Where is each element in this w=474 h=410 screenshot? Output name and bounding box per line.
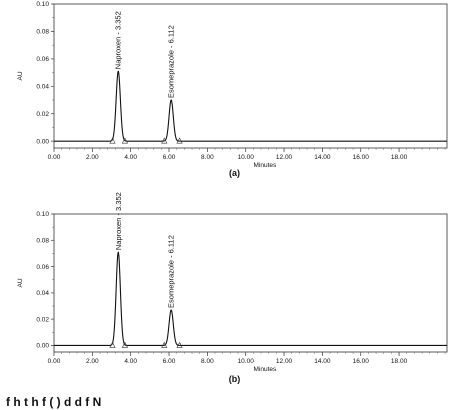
peak-label: Esomeprazole - 6.112 bbox=[167, 25, 176, 98]
chromatogram-panel-b: 0.00 0.02 0.04 0.06 0.08 0.10 0.00 2.00 4.00 6.00… bbox=[17, 192, 448, 384]
x-tick-label: 10.00 bbox=[238, 358, 255, 365]
y-tick-label: 0.06 bbox=[36, 56, 49, 63]
y-tick-label: 0.00 bbox=[36, 138, 49, 145]
y-axis-title: AU bbox=[17, 71, 24, 80]
integration-marker bbox=[176, 341, 183, 348]
chromatogram-trace bbox=[54, 70, 447, 142]
y-tick-label: 0.10 bbox=[36, 1, 49, 8]
y-tick-label: 0.04 bbox=[36, 290, 49, 297]
x-axis-title: Minutes bbox=[253, 162, 277, 169]
y-tick-label: 0.02 bbox=[36, 111, 49, 118]
x-tick-label: 6.00 bbox=[163, 358, 176, 365]
integration-marker bbox=[161, 341, 168, 348]
y-tick-label: 0.02 bbox=[36, 316, 49, 323]
plot-frame bbox=[53, 3, 448, 149]
x-tick-label: 10.00 bbox=[238, 154, 255, 161]
integration-marker bbox=[109, 137, 116, 144]
x-tick-label: 12.00 bbox=[276, 154, 293, 161]
x-tick-label: 0.00 bbox=[48, 154, 61, 161]
x-tick-label: 12.00 bbox=[276, 358, 293, 365]
y-tick-label: 0.08 bbox=[36, 29, 49, 36]
x-tick-label: 14.00 bbox=[314, 154, 331, 161]
peak-label: Esomeprazole - 6.112 bbox=[167, 235, 176, 308]
x-tick-label: 18.00 bbox=[391, 358, 408, 365]
x-tick-label: 0.00 bbox=[48, 358, 61, 365]
x-axis-title: Minutes bbox=[253, 366, 277, 373]
x-tick-label: 16.00 bbox=[353, 358, 370, 365]
x-tick-label: 16.00 bbox=[353, 154, 370, 161]
x-tick-label: 4.00 bbox=[124, 154, 137, 161]
chromatogram-panel-a: 0.00 0.02 0.04 0.06 0.08 0.10 0.00 2.00 4.00 6.00… bbox=[17, 1, 448, 178]
peak-label: Naproxen - 3.352 bbox=[114, 11, 123, 69]
y-tick-label: 0.08 bbox=[36, 237, 49, 244]
y-tick-label: 0.10 bbox=[36, 211, 49, 218]
integration-marker bbox=[121, 137, 129, 144]
integration-marker bbox=[161, 137, 168, 144]
y-axis-title: AU bbox=[17, 278, 24, 287]
integration-marker bbox=[121, 341, 129, 348]
plot-frame bbox=[53, 213, 448, 353]
y-tick-label: 0.04 bbox=[36, 83, 49, 90]
y-tick-label: 0.00 bbox=[36, 343, 49, 350]
x-tick-label: 2.00 bbox=[86, 154, 99, 161]
x-tick-label: 6.00 bbox=[163, 154, 176, 161]
x-tick-label: 8.00 bbox=[201, 358, 214, 365]
panel-label: (a) bbox=[229, 168, 240, 178]
integration-marker bbox=[176, 137, 183, 144]
chromatogram-trace bbox=[54, 251, 447, 346]
y-tick-label: 0.06 bbox=[36, 264, 49, 271]
x-tick-label: 2.00 bbox=[86, 358, 99, 365]
x-tick-label: 18.00 bbox=[391, 154, 408, 161]
x-tick-label: 4.00 bbox=[124, 358, 137, 365]
x-tick-label: 8.00 bbox=[201, 154, 214, 161]
panel-label: (b) bbox=[229, 374, 241, 384]
integration-marker bbox=[109, 341, 116, 348]
peak-label: Naproxen - 3.352 bbox=[114, 192, 123, 250]
figure-caption: f h t h f ( ) d d f N bbox=[6, 395, 101, 409]
x-tick-label: 14.00 bbox=[314, 358, 331, 365]
